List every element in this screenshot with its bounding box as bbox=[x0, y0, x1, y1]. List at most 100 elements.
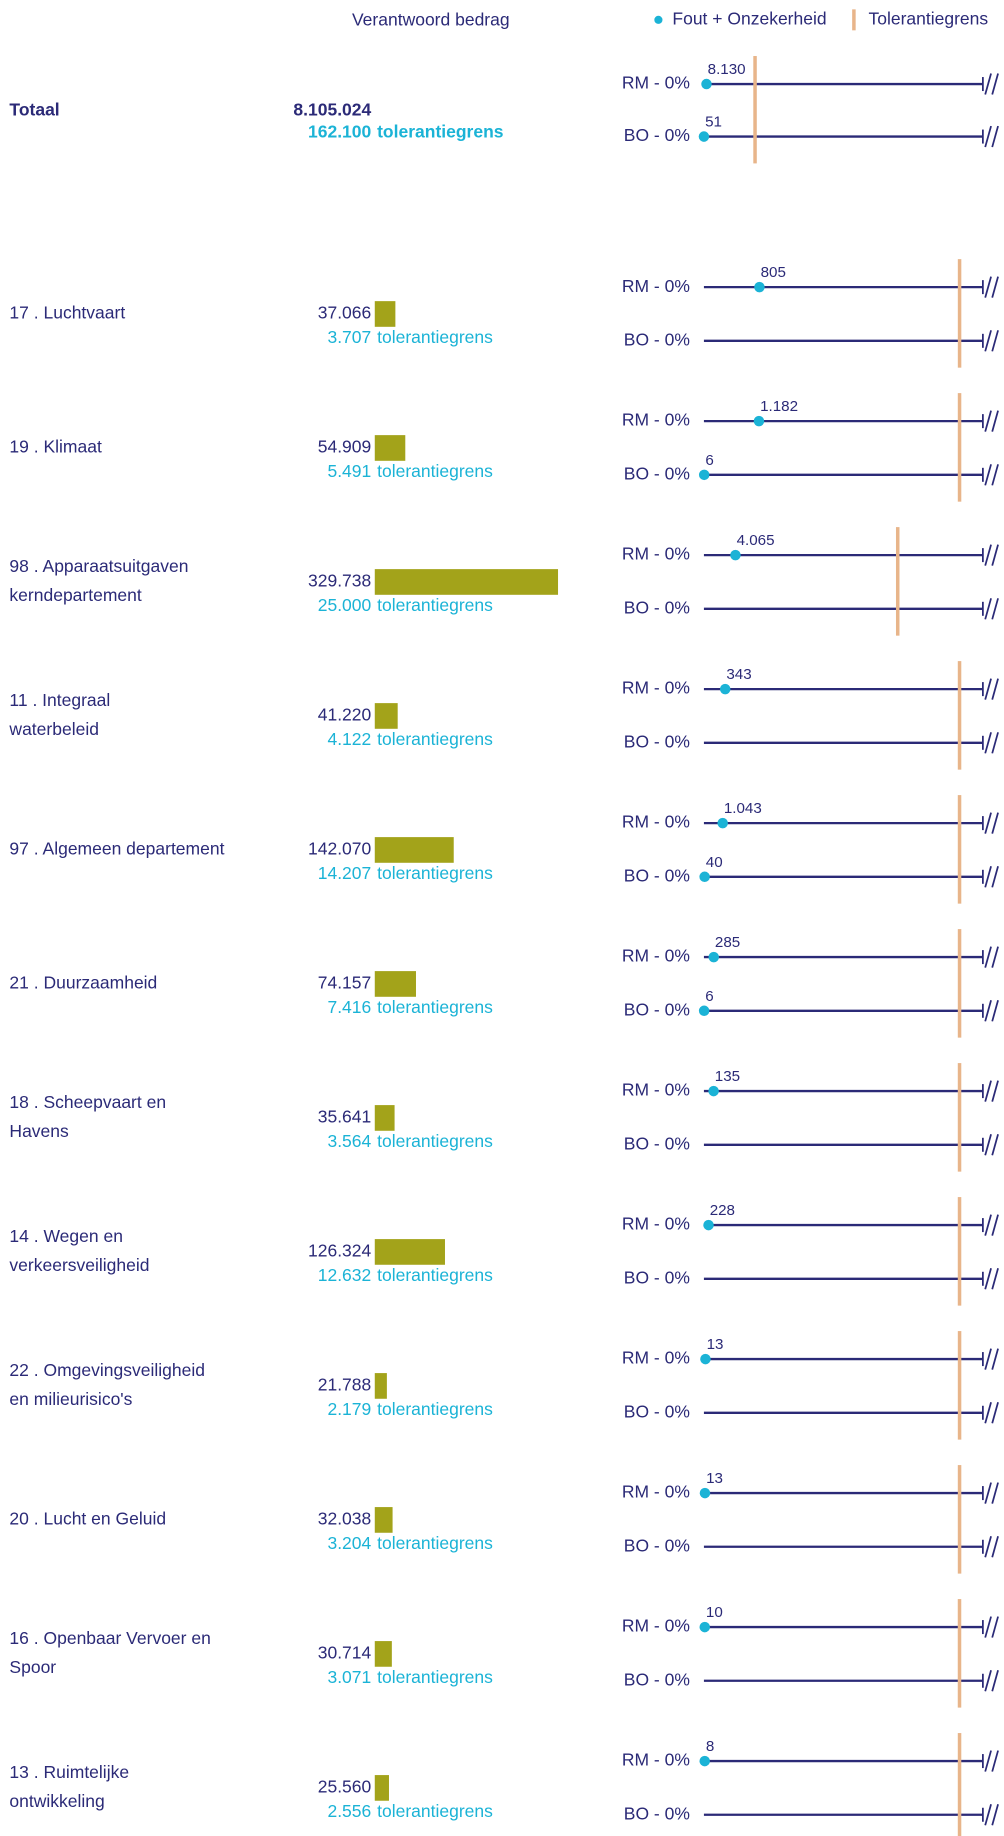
tolerance-line bbox=[753, 56, 757, 164]
axis-break bbox=[991, 1000, 999, 1022]
axis-break bbox=[991, 678, 999, 700]
row-label: kerndepartement bbox=[9, 585, 141, 605]
error-label: 228 bbox=[710, 1202, 735, 1219]
axis-break bbox=[991, 1536, 999, 1558]
axis-break bbox=[991, 330, 999, 352]
tolerance-word: tolerantiegrens bbox=[377, 1131, 493, 1151]
row-label: 98 . Apparaatsuitgaven bbox=[9, 556, 188, 576]
tolerance-amount: 5.491 bbox=[327, 461, 371, 481]
error-dot bbox=[703, 1219, 714, 1231]
error-label: 805 bbox=[761, 264, 786, 281]
tolerance-line bbox=[957, 661, 962, 770]
tolerance-amount: 2.179 bbox=[327, 1399, 371, 1419]
axis-break bbox=[991, 1750, 999, 1772]
series-label: BO - 0% bbox=[624, 1803, 690, 1823]
axis-break bbox=[991, 1804, 999, 1826]
series-label: RM - 0% bbox=[622, 1214, 690, 1234]
axis-break bbox=[991, 1080, 999, 1102]
series-label: BO - 0% bbox=[624, 125, 690, 145]
bar bbox=[374, 1373, 387, 1399]
series-label: RM - 0% bbox=[622, 410, 690, 430]
series-label: RM - 0% bbox=[622, 276, 690, 296]
amount-heading: Verantwoord bedrag bbox=[352, 10, 510, 30]
axis-break bbox=[984, 1482, 992, 1504]
amount: 30.714 bbox=[318, 1643, 372, 1663]
row-label: waterbeleid bbox=[8, 719, 99, 739]
error-label: 135 bbox=[715, 1068, 740, 1085]
axis-break bbox=[984, 866, 992, 888]
row-label: Spoor bbox=[9, 1657, 56, 1677]
row-label: 13 . Ruimtelijke bbox=[9, 1762, 129, 1782]
series-label: BO - 0% bbox=[624, 597, 690, 617]
error-label: 13 bbox=[706, 1470, 723, 1487]
legend-bar bbox=[852, 9, 856, 31]
row-label: 16 . Openbaar Vervoer en bbox=[9, 1628, 210, 1648]
bar bbox=[374, 1239, 445, 1265]
axis-break bbox=[991, 1670, 999, 1692]
series-label: RM - 0% bbox=[622, 1616, 690, 1636]
row-label: en milieurisico's bbox=[9, 1389, 132, 1409]
error-label: 51 bbox=[705, 114, 722, 131]
amount: 37.066 bbox=[318, 303, 372, 323]
axis-break bbox=[984, 812, 992, 834]
error-dot bbox=[699, 1621, 711, 1633]
series-label: BO - 0% bbox=[624, 463, 690, 483]
axis-break bbox=[984, 678, 992, 700]
axis-break bbox=[991, 1402, 999, 1424]
axis-break bbox=[991, 276, 999, 298]
axis-break bbox=[984, 1268, 992, 1290]
tolerance-amount: 12.632 bbox=[318, 1265, 372, 1285]
axis-break bbox=[984, 1670, 992, 1692]
tolerance-amount: 162.100 bbox=[308, 122, 372, 142]
axis-break bbox=[984, 946, 992, 968]
bar bbox=[374, 1105, 395, 1131]
bar bbox=[374, 569, 559, 595]
error-label: 343 bbox=[726, 666, 751, 683]
error-dot bbox=[699, 1755, 710, 1767]
axis-break bbox=[991, 1348, 999, 1370]
axis-break bbox=[984, 1080, 992, 1102]
axis-break bbox=[991, 1134, 999, 1156]
error-dot bbox=[719, 683, 731, 695]
axis-break bbox=[984, 1536, 992, 1558]
tolerance-line bbox=[957, 1063, 962, 1172]
row-label: verkeersveiligheid bbox=[9, 1255, 149, 1275]
legend-tolerance: Tolerantiegrens bbox=[868, 8, 988, 28]
error-dot bbox=[701, 78, 712, 90]
amount: 54.909 bbox=[318, 437, 372, 457]
series-label: RM - 0% bbox=[622, 678, 690, 698]
tolerance-line bbox=[957, 1331, 962, 1440]
axis-break bbox=[991, 732, 999, 754]
axis-break bbox=[984, 276, 992, 298]
error-dot bbox=[700, 1353, 711, 1365]
error-dot bbox=[708, 1085, 719, 1097]
amount: 74.157 bbox=[318, 973, 372, 993]
tolerance-amount: 3.564 bbox=[327, 1131, 371, 1151]
row-label: ontwikkeling bbox=[9, 1791, 104, 1811]
error-label: 1.182 bbox=[760, 398, 798, 415]
amount: 21.788 bbox=[318, 1375, 372, 1395]
tolerance-word: tolerantiegrens bbox=[377, 729, 493, 749]
series-label: BO - 0% bbox=[624, 1401, 690, 1421]
legend-error: Fout + Onzekerheid bbox=[672, 8, 826, 28]
series-label: RM - 0% bbox=[622, 1348, 690, 1368]
tolerance-line bbox=[957, 929, 962, 1038]
tolerance-amount: 3.204 bbox=[327, 1533, 371, 1553]
series-label: RM - 0% bbox=[622, 1750, 690, 1770]
row-label: 17 . Luchtvaart bbox=[9, 303, 125, 323]
series-label: BO - 0% bbox=[624, 1669, 690, 1689]
series-label: BO - 0% bbox=[624, 329, 690, 349]
row-label: 11 . Integraal bbox=[9, 690, 110, 710]
axis-break bbox=[984, 544, 992, 566]
series-label: RM - 0% bbox=[622, 946, 690, 966]
row-label: 19 . Klimaat bbox=[9, 437, 102, 457]
amount: 25.560 bbox=[318, 1777, 372, 1797]
axis-break bbox=[984, 1348, 992, 1370]
amount: 35.641 bbox=[318, 1107, 372, 1127]
axis-break bbox=[984, 1214, 992, 1236]
amount: 329.738 bbox=[308, 571, 371, 591]
tolerance-word: tolerantiegrens bbox=[377, 461, 493, 481]
error-dot bbox=[699, 871, 710, 883]
axis-break bbox=[984, 1402, 992, 1424]
error-label: 285 bbox=[715, 934, 740, 951]
